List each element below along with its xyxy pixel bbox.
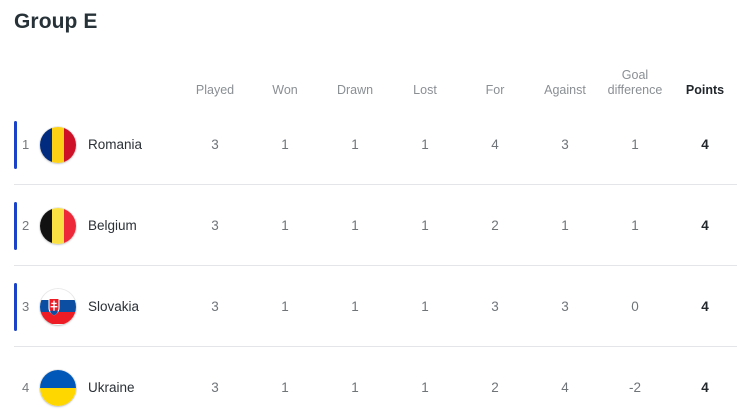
cell-goal-difference: -2 <box>628 380 641 395</box>
cell-won: 1 <box>281 299 289 314</box>
cell-won: 1 <box>281 218 289 233</box>
cell-won: 1 <box>281 380 289 395</box>
team-cell[interactable]: 2 Belgium <box>0 207 180 244</box>
cell-points: 4 <box>701 137 709 152</box>
cell-lost: 1 <box>421 137 429 152</box>
table-header-row: Played Won Drawn Lost For Against Goal d… <box>0 52 737 104</box>
cell-drawn: 1 <box>351 218 359 233</box>
cell-against: 3 <box>561 137 569 152</box>
column-header-points: Points <box>685 83 725 97</box>
cell-played: 3 <box>211 137 219 152</box>
column-header-against: Against <box>544 83 586 97</box>
team-cell[interactable]: 3 Slovakia <box>0 288 180 325</box>
cell-played: 3 <box>211 218 219 233</box>
team-cell[interactable]: 4 Ukraine <box>0 369 180 406</box>
team-name: Ukraine <box>88 380 135 395</box>
cell-won: 1 <box>281 137 289 152</box>
row-divider <box>14 265 737 266</box>
table-row[interactable]: 2 Belgium 3 1 1 1 2 1 1 4 <box>0 185 737 266</box>
cell-points: 4 <box>701 380 709 395</box>
column-header-lost: Lost <box>413 83 437 97</box>
cell-goal-difference: 1 <box>631 137 639 152</box>
rank-number: 4 <box>22 380 30 395</box>
cell-lost: 1 <box>421 218 429 233</box>
cell-for: 3 <box>491 299 499 314</box>
cell-against: 1 <box>561 218 569 233</box>
flag-icon-slovakia <box>40 288 76 325</box>
rank-number: 3 <box>22 299 30 314</box>
goal-difference-label-line2: difference <box>607 83 663 97</box>
column-header-won: Won <box>272 83 298 97</box>
row-divider <box>14 346 737 347</box>
cell-for: 4 <box>491 137 499 152</box>
cell-against: 4 <box>561 380 569 395</box>
cell-lost: 1 <box>421 380 429 395</box>
qualification-indicator <box>14 120 17 169</box>
table-row[interactable]: 3 Slovakia 3 1 1 1 3 3 0 <box>0 266 737 347</box>
cell-for: 2 <box>491 218 499 233</box>
cell-played: 3 <box>211 299 219 314</box>
team-name: Romania <box>88 137 143 152</box>
team-name: Slovakia <box>88 299 140 314</box>
cell-goal-difference: 1 <box>631 218 639 233</box>
column-header-for: For <box>485 83 505 97</box>
flag-icon-romania <box>40 126 76 163</box>
qualification-indicator <box>14 201 17 250</box>
standings-table: Played Won Drawn Lost For Against Goal d… <box>0 52 737 417</box>
rank-number: 1 <box>22 137 30 152</box>
cell-drawn: 1 <box>351 299 359 314</box>
cell-points: 4 <box>701 218 709 233</box>
team-cell[interactable]: 1 Romania <box>0 126 180 163</box>
flag-icon-ukraine <box>40 369 76 406</box>
table-row[interactable]: 1 Romania 3 1 1 1 4 3 1 4 <box>0 104 737 185</box>
column-header-played: Played <box>195 83 235 97</box>
cell-points: 4 <box>701 299 709 314</box>
qualification-indicator <box>14 282 17 331</box>
table-row[interactable]: 4 Ukraine 3 1 1 1 2 4 -2 4 <box>0 347 737 417</box>
team-name: Belgium <box>88 218 137 233</box>
row-divider <box>14 184 737 185</box>
rank-number: 2 <box>22 218 30 233</box>
column-header-goal-difference: Goal difference <box>600 68 670 98</box>
flag-icon-belgium <box>40 207 76 244</box>
cell-drawn: 1 <box>351 137 359 152</box>
page-title: Group E <box>14 10 98 33</box>
goal-difference-label-line1: Goal <box>621 68 649 82</box>
cell-played: 3 <box>211 380 219 395</box>
column-header-drawn: Drawn <box>336 83 374 97</box>
cell-drawn: 1 <box>351 380 359 395</box>
cell-goal-difference: 0 <box>631 299 639 314</box>
cell-for: 2 <box>491 380 499 395</box>
cell-lost: 1 <box>421 299 429 314</box>
cell-against: 3 <box>561 299 569 314</box>
